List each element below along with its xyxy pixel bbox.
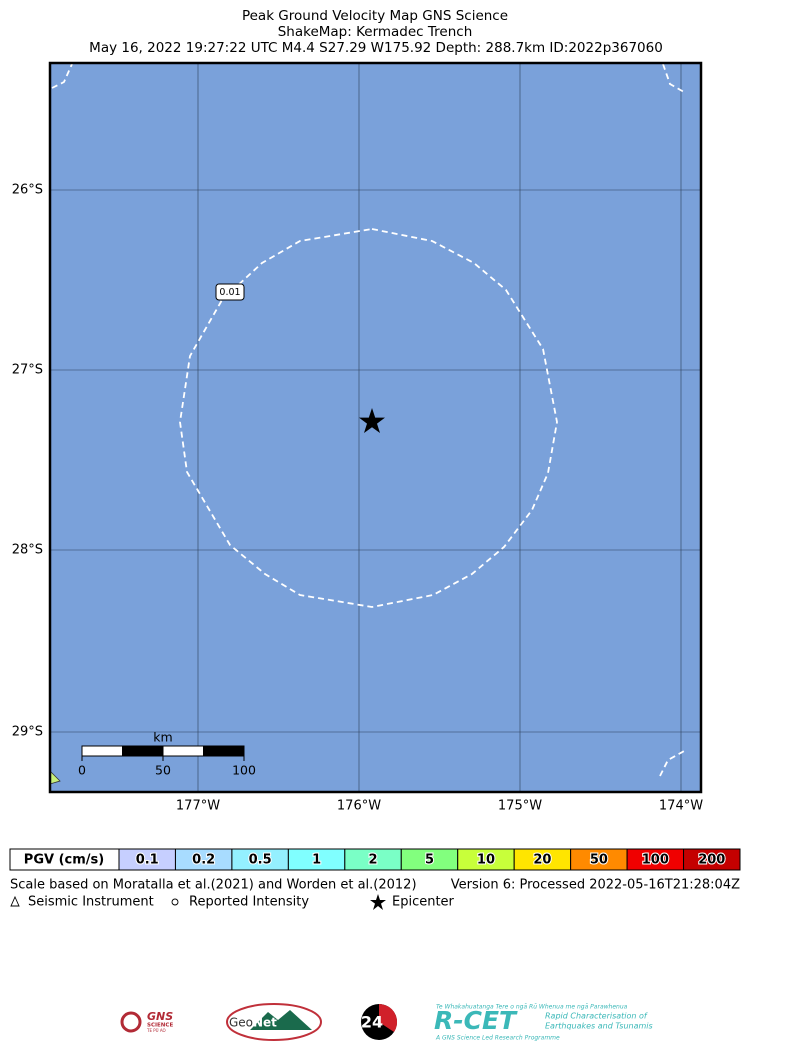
rcet-maori: Te Whakahuatanga Tere o ngā Rū Whenua me… [436, 1004, 628, 1011]
reference-note: Scale based on Moratalla et al.(2021) an… [10, 878, 417, 893]
title: Peak Ground Velocity Map GNS Science [242, 8, 508, 24]
legend-label: 10 [477, 853, 495, 868]
epicenter [359, 408, 385, 433]
legend-title: PGV (cm/s) [24, 853, 104, 868]
legend: PGV (cm/s) 0.1 0.2 0.5 1 2 5 10 20 50 100 200 [9, 848, 741, 871]
scale-segment [162, 745, 204, 757]
graticule [50, 63, 701, 792]
scale-segment [203, 745, 245, 757]
scale-unit: km [153, 730, 172, 745]
symbol-label: Reported Intensity [189, 895, 309, 910]
geonet-mountain [250, 1010, 312, 1030]
legend-label: 0.5 [249, 853, 272, 868]
scale-label: 0 [78, 763, 86, 778]
scale-segment [81, 745, 123, 757]
subtitle: ShakeMap: Kermadec Trench [278, 24, 473, 40]
contour-label: 0.01 [219, 287, 240, 298]
247-accent [379, 1004, 398, 1032]
geonet-ring [226, 1003, 322, 1041]
version-note: Version 6: Processed 2022-05-16T21:28:04… [451, 878, 740, 893]
legend-label: 1 [312, 853, 321, 868]
contour-line [179, 228, 558, 608]
contour-label-box [215, 283, 245, 301]
rcet-desc: Earthquakes and Tsunamis [545, 1022, 653, 1031]
lon-label: 177°W [176, 799, 220, 814]
lat-label: 26°S [12, 183, 43, 198]
gns-logo-sub: SCIENCE [147, 1023, 173, 1029]
map-frame [48, 61, 703, 794]
contour-line [659, 749, 687, 777]
event-info: May 16, 2022 19:27:22 UTC M4.4 S27.29 W1… [89, 40, 663, 56]
scale-label: 50 [155, 763, 171, 778]
legend-label: 100 [642, 853, 669, 868]
instrument-symbol [10, 895, 20, 907]
lon-label: 174°W [659, 799, 703, 814]
geonet-logo: Net [253, 1016, 277, 1030]
lat-label: 27°S [12, 363, 43, 378]
contour [51, 63, 687, 777]
scale-bar: km [81, 730, 245, 761]
scale-segment [122, 745, 164, 757]
gns-logo-maori: TE PŪ AO [146, 1028, 166, 1033]
legend-label: 5 [425, 853, 434, 868]
lon-label: 175°W [498, 799, 542, 814]
legend-label: 2 [369, 853, 378, 868]
symbol-label: Epicenter [392, 895, 455, 910]
legend-label: 50 [590, 853, 608, 868]
legend-label: 20 [533, 853, 551, 868]
lat-label: 29°S [12, 725, 43, 740]
legend-label: 200 [698, 853, 725, 868]
gns-logo: GNS [147, 1010, 173, 1023]
contour-line [662, 63, 685, 93]
247-logo: 24 [361, 1013, 383, 1032]
geonet-logo: Geo [229, 1016, 253, 1030]
contour-line [51, 63, 73, 89]
rcet-logo: R-CET [434, 1006, 518, 1035]
epicenter-symbol [370, 894, 386, 910]
legend-swatch [683, 848, 741, 871]
lat-label: 28°S [12, 543, 43, 558]
legend-label: 0.1 [136, 853, 159, 868]
gns-mark [120, 1011, 142, 1033]
rcet-desc: Rapid Characterisation of [545, 1012, 648, 1021]
rcet-programme: A GNS Science Led Research Programme [435, 1035, 560, 1042]
intensity-symbol [171, 898, 179, 906]
lon-label: 176°W [337, 799, 381, 814]
logos: GNS SCIENCE TE PŪ AO Geo Net 24 Te Whaka… [120, 1003, 653, 1042]
scale-label: 100 [232, 763, 256, 778]
legend-label: 0.2 [192, 853, 215, 868]
symbol-label: Seismic Instrument [28, 895, 154, 910]
